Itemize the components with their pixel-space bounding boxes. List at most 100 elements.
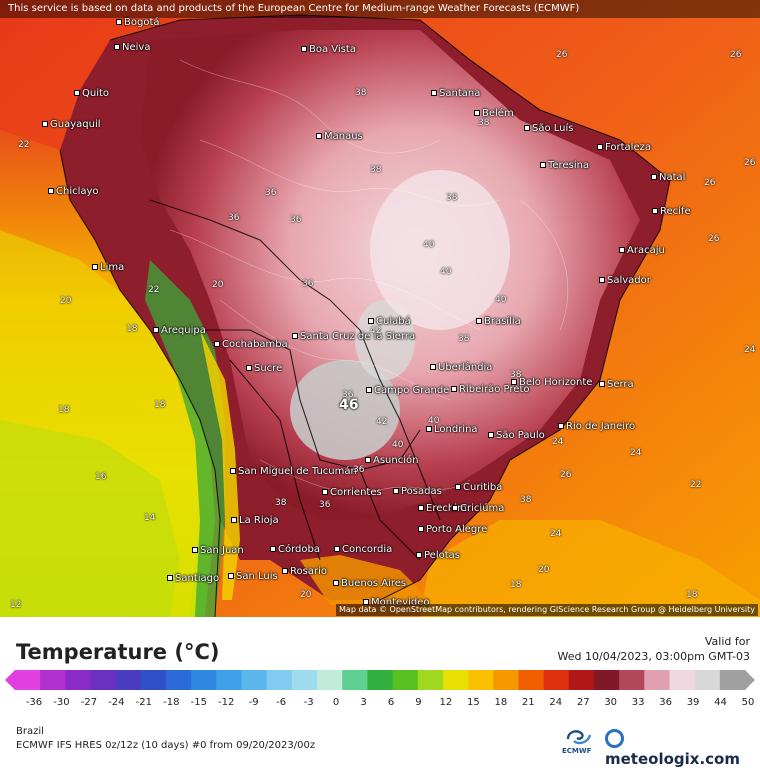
temperature-value: 36 bbox=[319, 500, 331, 510]
city-name: Aracaju bbox=[627, 245, 665, 256]
city-label: São Luís bbox=[524, 123, 574, 134]
temperature-value: 46 bbox=[339, 397, 359, 413]
city-marker-icon bbox=[228, 573, 234, 579]
city-label: La Rioja bbox=[231, 515, 279, 526]
city-label: Concordia bbox=[334, 544, 392, 555]
temperature-value: 22 bbox=[690, 480, 702, 490]
scale-swatch bbox=[266, 670, 293, 690]
city-marker-icon bbox=[511, 379, 517, 385]
temperature-value: 38 bbox=[520, 495, 532, 505]
temperature-value: 36 bbox=[265, 188, 277, 198]
city-name: Rio de Janeiro bbox=[566, 421, 636, 432]
city-name: Londrina bbox=[434, 424, 478, 435]
scale-tick-label: 44 bbox=[714, 697, 727, 708]
scale-tick-label: 21 bbox=[521, 697, 535, 708]
city-name: Erechim bbox=[426, 503, 467, 514]
scale-tick-label: -30 bbox=[53, 697, 70, 708]
city-name: La Rioja bbox=[239, 515, 279, 526]
scale-tick-label: 6 bbox=[387, 697, 395, 708]
scale-swatch bbox=[216, 670, 243, 690]
scale-tick-label: 9 bbox=[415, 697, 422, 708]
temperature-value: 36 bbox=[302, 279, 314, 289]
scale-tick-label: 0 bbox=[332, 697, 340, 708]
temperature-map[interactable]: This service is based on data and produc… bbox=[0, 0, 760, 617]
temperature-value: 38 bbox=[370, 165, 382, 175]
city-label: Asunción bbox=[365, 455, 418, 466]
scale-tick-label: -15 bbox=[190, 697, 207, 708]
scale-swatch bbox=[140, 670, 167, 690]
temperature-value: 42 bbox=[376, 417, 388, 427]
city-label: San Juan bbox=[192, 545, 244, 556]
city-label: Campo Grande bbox=[366, 385, 449, 396]
city-label: Aracaju bbox=[619, 245, 665, 256]
city-marker-icon bbox=[167, 575, 173, 581]
scale-swatch bbox=[493, 670, 519, 690]
temperature-value: 36 bbox=[228, 213, 240, 223]
city-label: Quito bbox=[74, 88, 109, 99]
temperature-value: 36 bbox=[353, 465, 365, 475]
city-marker-icon bbox=[282, 568, 288, 574]
city-marker-icon bbox=[192, 547, 198, 553]
city-label: Arequipa bbox=[153, 325, 206, 336]
city-label: Posadas bbox=[393, 486, 442, 497]
city-marker-icon bbox=[393, 488, 399, 494]
temperature-value: 22 bbox=[148, 285, 160, 295]
scale-tick-label: 24 bbox=[549, 697, 563, 708]
city-label: Boa Vista bbox=[301, 44, 356, 55]
scale-swatch bbox=[166, 670, 192, 690]
city-label: Rosario bbox=[282, 566, 327, 577]
city-name: Asunción bbox=[373, 455, 419, 466]
city-name: Montevideo bbox=[371, 597, 430, 608]
scale-tick-label: 30 bbox=[604, 697, 618, 708]
temperature-value: 24 bbox=[630, 448, 642, 458]
ecmwf-label: ECMWF bbox=[562, 747, 592, 755]
temperature-value: 26 bbox=[560, 470, 572, 480]
scale-swatch bbox=[15, 670, 41, 690]
scale-tick-label: -27 bbox=[80, 697, 98, 708]
valid-for-label: Valid for bbox=[704, 635, 750, 648]
city-name: Criciúma bbox=[460, 503, 505, 514]
scale-tick-label: -9 bbox=[248, 697, 259, 708]
temperature-value: 40 bbox=[495, 295, 507, 305]
ecmwf-logo[interactable]: ECMWF bbox=[562, 725, 598, 757]
temperature-value: 18 bbox=[686, 590, 698, 600]
city-name: Sucre bbox=[254, 363, 283, 374]
city-name: Concordia bbox=[342, 544, 393, 555]
city-marker-icon bbox=[292, 333, 298, 339]
city-marker-icon bbox=[476, 318, 482, 324]
city-marker-icon bbox=[316, 133, 322, 139]
city-label: Sucre bbox=[246, 363, 282, 374]
temperature-value: 12 bbox=[10, 600, 22, 610]
temperature-value: 26 bbox=[744, 158, 756, 168]
city-label: Belo Horizonte bbox=[511, 377, 592, 388]
city-label: Rio de Janeiro bbox=[558, 421, 635, 432]
city-marker-icon bbox=[334, 546, 340, 552]
meteologix-brand[interactable]: meteologix.com bbox=[605, 729, 760, 768]
temperature-value: 26 bbox=[708, 234, 720, 244]
temperature-value: 14 bbox=[144, 513, 156, 523]
city-label: Pelotas bbox=[416, 550, 460, 561]
city-marker-icon bbox=[540, 162, 546, 168]
scale-max-arrow bbox=[745, 670, 755, 690]
city-label: Bogotá bbox=[116, 17, 160, 28]
city-marker-icon bbox=[652, 208, 658, 214]
scale-tick-label: -6 bbox=[276, 697, 287, 708]
temperature-value: 38 bbox=[355, 88, 367, 98]
city-marker-icon bbox=[418, 505, 424, 511]
city-name: Porto Alegre bbox=[426, 524, 488, 535]
temperature-value: 26 bbox=[556, 50, 568, 60]
city-marker-icon bbox=[474, 110, 480, 116]
valid-time: Wed 10/04/2023, 03:00pm GMT-03 bbox=[557, 650, 750, 663]
city-name: Boa Vista bbox=[309, 44, 356, 55]
city-label: Uberlândia bbox=[430, 362, 492, 373]
city-marker-icon bbox=[524, 125, 530, 131]
city-marker-icon bbox=[558, 423, 564, 429]
scale-tick-label: 18 bbox=[494, 697, 508, 708]
city-label: San Luis bbox=[228, 571, 278, 582]
city-name: Cuiabá bbox=[376, 316, 411, 327]
brand-name: meteologix.com bbox=[605, 750, 740, 768]
city-name: Bogotá bbox=[124, 17, 160, 28]
scale-swatch bbox=[115, 670, 142, 690]
city-marker-icon bbox=[74, 90, 80, 96]
city-marker-icon bbox=[42, 121, 48, 127]
